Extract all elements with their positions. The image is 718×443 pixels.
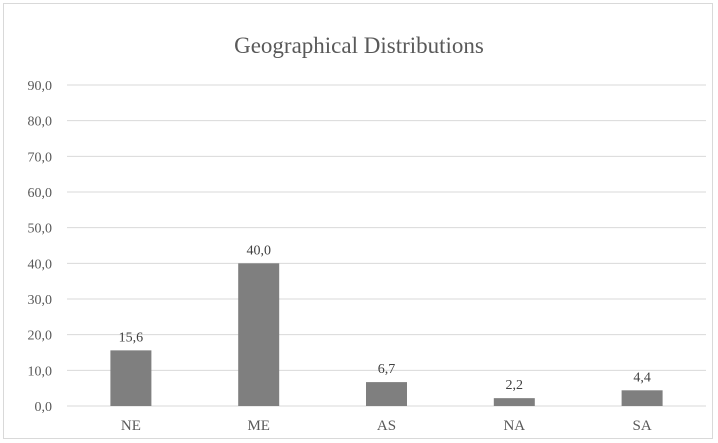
y-tick-label: 80,0 — [28, 115, 53, 130]
bar-as — [366, 382, 407, 406]
data-label: 40,0 — [246, 243, 271, 258]
bar-na — [494, 398, 535, 406]
data-label: 2,2 — [506, 378, 524, 393]
x-category-label: ME — [247, 418, 270, 434]
y-tick-label: 70,0 — [28, 150, 53, 165]
gridlines — [67, 85, 706, 406]
y-tick-label: 20,0 — [28, 329, 53, 344]
data-label: 15,6 — [119, 330, 144, 345]
data-label: 6,7 — [378, 362, 396, 377]
y-tick-label: 40,0 — [28, 257, 53, 272]
y-tick-label: 0,0 — [35, 400, 53, 415]
x-category-label: NE — [121, 418, 141, 434]
x-category-label: AS — [377, 418, 396, 434]
bar-ne — [110, 350, 151, 406]
y-tick-label: 60,0 — [28, 186, 53, 201]
data-label: 4,4 — [633, 370, 651, 385]
y-axis-ticks: 0,0 10,0 20,0 30,0 40,0 50,0 60,0 70,0 80,0 90,0 — [28, 79, 53, 415]
y-tick-label: 90,0 — [28, 79, 53, 94]
x-category-label: NA — [503, 418, 525, 434]
bar-sa — [622, 390, 663, 406]
y-tick-label: 30,0 — [28, 293, 53, 308]
bar-me — [238, 263, 279, 406]
y-tick-label: 10,0 — [28, 364, 53, 379]
x-category-label: SA — [633, 418, 652, 434]
x-axis-categories: NE ME AS NA SA — [121, 418, 652, 434]
y-tick-label: 50,0 — [28, 222, 53, 237]
